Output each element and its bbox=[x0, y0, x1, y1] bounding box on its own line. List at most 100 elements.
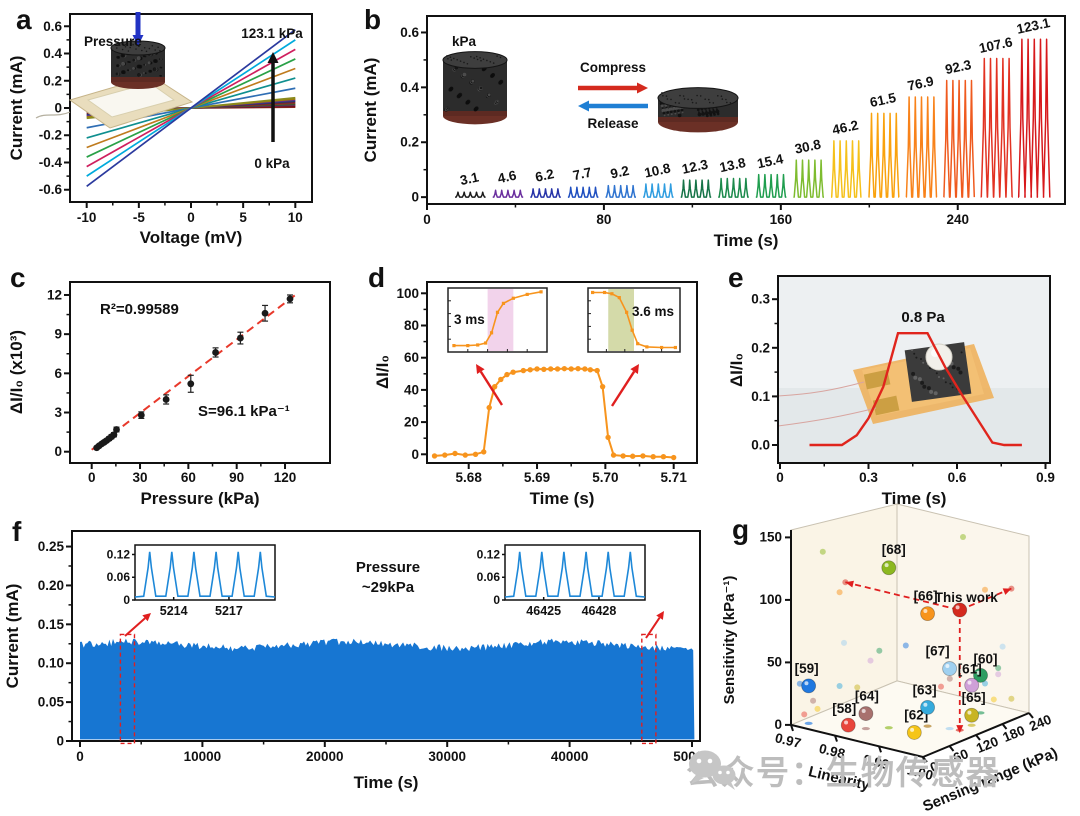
chart-shape bbox=[1028, 712, 1034, 719]
ref-label: [60] bbox=[974, 651, 998, 666]
x-tick-label: 0.6 bbox=[948, 470, 967, 485]
x-tick-label: 0 bbox=[423, 212, 431, 227]
chart-shape bbox=[681, 111, 684, 114]
chart-shape bbox=[511, 296, 515, 300]
chart-shape bbox=[453, 57, 455, 60]
inset-curve bbox=[453, 291, 542, 347]
arrow-head bbox=[630, 364, 639, 375]
chart-shape bbox=[475, 55, 478, 58]
scatter-ball bbox=[952, 602, 968, 618]
y-tick-label: 60 bbox=[404, 350, 419, 365]
panel-letter-a: a bbox=[16, 4, 32, 35]
ref-label: [68] bbox=[882, 542, 906, 557]
chart-shape bbox=[116, 64, 119, 67]
chart-shape bbox=[660, 104, 664, 108]
ref-label: [61] bbox=[958, 661, 982, 676]
wire bbox=[777, 381, 865, 397]
wire bbox=[35, 111, 71, 119]
inset-curve bbox=[592, 291, 676, 349]
chart-shape bbox=[152, 67, 157, 72]
pulse-point bbox=[541, 366, 547, 372]
chart-shape bbox=[720, 95, 723, 97]
chart-shape bbox=[665, 108, 669, 112]
wall-projection bbox=[842, 579, 849, 586]
chart-shape bbox=[922, 384, 927, 389]
pulse-point bbox=[431, 453, 438, 459]
arrow-head bbox=[578, 100, 589, 112]
y-tick-label: 0.25 bbox=[38, 539, 65, 554]
peak-group bbox=[905, 96, 938, 198]
chart-shape bbox=[922, 361, 925, 364]
y-tick-label: -0.2 bbox=[39, 128, 62, 143]
arrow-head bbox=[845, 580, 854, 588]
chart-shape bbox=[674, 112, 677, 115]
chart-shape bbox=[665, 95, 668, 97]
chart-shape bbox=[790, 724, 794, 732]
electrode-pad bbox=[872, 395, 900, 416]
pulse-point bbox=[510, 369, 516, 375]
pulse-point bbox=[520, 367, 527, 374]
y-tick-label: -0.6 bbox=[39, 182, 63, 197]
pulse-point bbox=[462, 452, 468, 458]
chart-shape bbox=[482, 58, 485, 60]
x-tick-label: 40000 bbox=[551, 749, 589, 764]
peak-group bbox=[755, 173, 787, 198]
floor-projection bbox=[945, 726, 954, 731]
chart-shape bbox=[708, 109, 711, 112]
pressure-value-label: 12.3 bbox=[681, 157, 710, 177]
chart-shape bbox=[878, 745, 882, 753]
device-inset bbox=[35, 12, 194, 129]
x-tick-label: 10 bbox=[288, 210, 303, 225]
z-tick-label: 150 bbox=[759, 529, 782, 544]
inset-y-tick: 0 bbox=[493, 593, 500, 607]
chart-shape bbox=[476, 343, 480, 347]
chart-shape bbox=[456, 59, 458, 61]
chart-shape bbox=[708, 110, 713, 115]
chart-shape bbox=[690, 98, 693, 101]
chart-shape bbox=[716, 108, 718, 110]
inset-x-tick: 46425 bbox=[526, 604, 561, 618]
wall-projection bbox=[1008, 695, 1015, 702]
peak-group bbox=[605, 184, 636, 198]
ref-label: [66] bbox=[914, 589, 938, 604]
wall-projection bbox=[982, 680, 988, 687]
chart-shape bbox=[955, 605, 960, 610]
chart-shape bbox=[920, 358, 922, 360]
x-tick-label: 0.98 bbox=[818, 741, 848, 762]
pressure-value-label: 3.1 bbox=[459, 169, 481, 188]
chart-shape bbox=[124, 617, 146, 637]
y-tick-label: 0.4 bbox=[43, 46, 62, 61]
wire bbox=[777, 407, 877, 427]
chart-shape bbox=[495, 310, 500, 314]
pulse-point bbox=[605, 434, 611, 441]
pressure-value-label: 15.4 bbox=[756, 151, 785, 171]
chart-shape bbox=[929, 389, 934, 394]
y-tick-label: 0.15 bbox=[38, 617, 65, 632]
chart-shape bbox=[834, 735, 838, 742]
chart-shape bbox=[663, 114, 666, 117]
y-tick-label: 0 bbox=[56, 734, 64, 749]
chart-shape bbox=[701, 112, 705, 116]
wall-projection bbox=[902, 642, 909, 649]
chart-shape bbox=[479, 57, 481, 59]
peak-group bbox=[980, 57, 1013, 198]
chart-shape bbox=[159, 66, 162, 69]
x-tick-label: 10000 bbox=[184, 749, 222, 764]
chart-shape bbox=[704, 111, 709, 116]
chart-shape bbox=[674, 101, 677, 104]
scatter-ball bbox=[964, 707, 980, 723]
y-tick-label: 0.2 bbox=[43, 73, 62, 88]
panel-b-step-response-chart: 3.1 4.6 6.2 7.7 9.2 10.8 12.3 13.8 15.4 30.8 46.2 6… bbox=[361, 15, 1066, 250]
chart-shape bbox=[142, 55, 145, 58]
arrow-head bbox=[267, 52, 279, 63]
chart-shape bbox=[705, 110, 707, 112]
chart-shape bbox=[712, 110, 716, 114]
wall-projection bbox=[960, 533, 966, 540]
pulse-point bbox=[504, 371, 510, 378]
pressure-value: ~29kPa bbox=[362, 579, 415, 596]
chart-shape bbox=[157, 46, 159, 49]
chart-shape bbox=[1001, 723, 1008, 730]
chart-shape bbox=[617, 296, 621, 300]
chart-shape bbox=[476, 58, 479, 61]
data-point bbox=[212, 349, 219, 356]
